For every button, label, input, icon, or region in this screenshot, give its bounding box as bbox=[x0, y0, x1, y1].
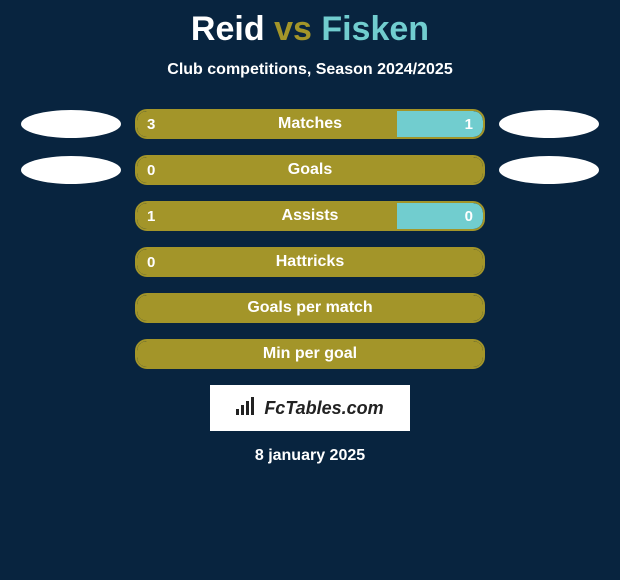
stats-rows: 31Matches 0Goals 10Assists 0Hattricks Goals … bbox=[0, 109, 620, 369]
right-ellipse bbox=[499, 110, 599, 138]
stat-label: Goals bbox=[137, 161, 483, 179]
subtitle: Club competitions, Season 2024/2025 bbox=[0, 61, 620, 79]
stat-row: 0Hattricks bbox=[0, 247, 620, 277]
page-title: Reid vs Fisken bbox=[0, 0, 620, 49]
footer-date: 8 january 2025 bbox=[0, 447, 620, 465]
stat-bar: 31Matches bbox=[135, 109, 485, 139]
stat-bar: Goals per match bbox=[135, 293, 485, 323]
title-right-name: Fisken bbox=[321, 10, 429, 48]
left-ellipse bbox=[21, 110, 121, 138]
logo-text: FcTables.com bbox=[264, 398, 383, 419]
stat-label: Min per goal bbox=[137, 345, 483, 363]
stat-row: 0Goals bbox=[0, 155, 620, 185]
stat-label: Hattricks bbox=[137, 253, 483, 271]
logo-box: FcTables.com bbox=[210, 385, 410, 431]
stat-label: Matches bbox=[137, 115, 483, 133]
stat-row: Goals per match bbox=[0, 293, 620, 323]
stat-label: Assists bbox=[137, 207, 483, 225]
stat-bar: Min per goal bbox=[135, 339, 485, 369]
stat-label: Goals per match bbox=[137, 299, 483, 317]
right-ellipse bbox=[499, 156, 599, 184]
title-left-name: Reid bbox=[191, 10, 265, 48]
stat-row: 10Assists bbox=[0, 201, 620, 231]
left-ellipse bbox=[21, 156, 121, 184]
stat-bar: 0Hattricks bbox=[135, 247, 485, 277]
stat-row: Min per goal bbox=[0, 339, 620, 369]
stat-row: 31Matches bbox=[0, 109, 620, 139]
bars-icon bbox=[236, 397, 258, 420]
stat-bar: 10Assists bbox=[135, 201, 485, 231]
title-vs: vs bbox=[274, 10, 312, 48]
stat-bar: 0Goals bbox=[135, 155, 485, 185]
